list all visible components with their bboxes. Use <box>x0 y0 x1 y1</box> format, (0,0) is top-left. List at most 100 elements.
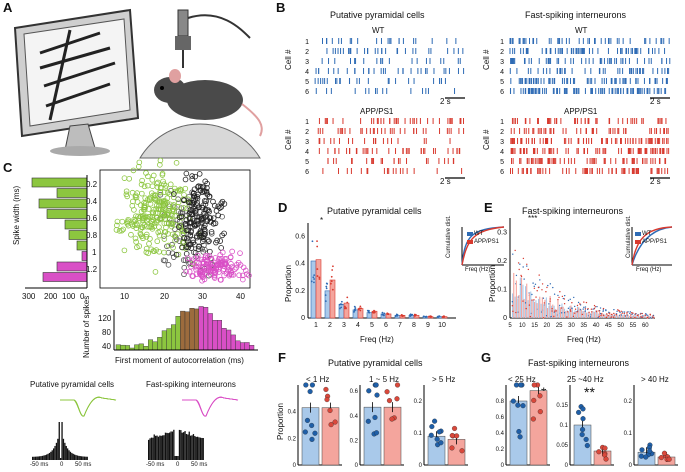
acg-interneuron-bar <box>176 456 178 460</box>
acg-right-tick-50: 50 ms <box>191 462 208 468</box>
scatter-point-black <box>192 210 199 217</box>
freq-dist-right-bar-wt <box>530 291 532 318</box>
freq-dist-left-point <box>346 301 349 304</box>
freq-dist-right-bar-wt <box>535 300 537 318</box>
freq-dist-right-point <box>591 311 593 313</box>
freq-dist-right-bar-wt <box>644 315 646 318</box>
freq-dist-right-bar-app <box>534 301 536 318</box>
freq-dist-right-bar-wt <box>551 305 553 318</box>
scatter-point-pyramidal <box>144 217 150 224</box>
freq-dist-right-point <box>602 307 605 310</box>
freq-dist-right-bar-app <box>588 312 590 318</box>
freq-dist-left-point <box>310 280 313 283</box>
scatter-point-pyramidal <box>162 198 168 204</box>
freq-dist-right-point <box>579 303 581 305</box>
freq-dist-right-point <box>542 297 545 299</box>
scatter-point-pyramidal <box>131 216 137 223</box>
freq-dist-right-bar-app <box>580 309 582 318</box>
freq-dist-right-point <box>622 311 624 313</box>
freq-dist-right-point <box>563 298 566 300</box>
freq-dist-right-bar-app <box>526 283 528 318</box>
group-g2-ytick: 0.15 <box>556 403 568 409</box>
acg-interneuron-bar <box>178 429 181 460</box>
freq-dist-right-point <box>581 313 584 316</box>
group-g2-ytick: 0.05 <box>556 443 568 449</box>
freq-dist-left-point <box>332 265 334 268</box>
freq-dist-right-point <box>618 310 621 312</box>
freq-dist-right-point <box>600 314 602 317</box>
scatter-point-pyramidal <box>141 204 147 210</box>
scatter-ytick-0-6: 0.6 <box>86 214 98 223</box>
scatter-point-interneuron <box>189 273 196 279</box>
scatter-point-black <box>214 237 220 244</box>
freq-dist-right-point <box>613 312 615 315</box>
scatter-point-interneuron <box>198 266 204 273</box>
scatter-point-pyramidal <box>159 172 166 178</box>
scatter-point-black <box>215 212 222 219</box>
freq-dist-right-point <box>541 283 544 285</box>
raster-left-app-row-label-1: 1 <box>305 119 309 126</box>
freq-dist-right-point <box>529 315 532 318</box>
group-g2-ytick: 0.1 <box>560 423 569 429</box>
scatter-point-black <box>170 191 177 197</box>
acg-pyramidal-bar <box>74 454 76 460</box>
freq-dist-left-ytick: 0.6 <box>295 234 305 241</box>
freq-dist-left-ytick: 0.2 <box>295 288 305 295</box>
freq-dist-right-bar-app <box>567 311 569 318</box>
acg-interneuron-bar <box>148 439 150 460</box>
scatter-point-pyramidal <box>155 179 161 186</box>
scatter-point-pyramidal <box>121 247 128 254</box>
acg-pyramidal-bar <box>50 451 52 460</box>
scatter-point-black <box>211 202 218 209</box>
freq-dist-right-bar-wt <box>517 298 519 318</box>
acg-interneuron-bar <box>195 436 197 460</box>
acg-interneuron-bar <box>184 431 186 460</box>
freq-dist-right-point <box>538 274 540 276</box>
scatter-point-black <box>204 207 210 213</box>
freq-dist-right-point <box>574 305 576 308</box>
freq-dist-right-bar-wt <box>584 307 586 318</box>
group-f1-ytick: 0.2 <box>288 436 297 442</box>
scatter-point-black <box>191 199 197 205</box>
scatter-point-interneuron <box>233 265 239 271</box>
freq-dist-left-xtick: 8 <box>412 322 416 329</box>
acg-interneuron-bar <box>153 434 155 460</box>
freq-dist-right-point <box>522 300 524 302</box>
scatter-point-interneuron <box>227 254 234 260</box>
raster-right-wt-row-label-6: 6 <box>500 89 504 96</box>
freq-dist-right-point <box>634 316 636 319</box>
freq-dist-right-xtick: 50 <box>617 323 624 329</box>
freq-dist-right-point <box>582 308 584 310</box>
scatter-point-black <box>192 173 198 180</box>
freq-dist-right-point <box>547 284 549 287</box>
acg-interneuron-bar <box>190 435 192 460</box>
freq-dist-right-bar-app <box>625 315 627 318</box>
freq-dist-right-point <box>566 316 568 318</box>
freq-dist-right-bar-wt <box>558 306 560 318</box>
freq-dist-right-point <box>597 316 599 319</box>
freq-dist-left-point <box>330 280 333 283</box>
scatter-point-pyramidal <box>166 201 173 208</box>
group-f3-ytick: 0.1 <box>414 431 423 437</box>
freq-dist-right-bar-app <box>601 312 603 318</box>
scatter-point-interneuron <box>246 272 252 279</box>
freq-dist-right-point <box>543 302 546 304</box>
freq-dist-right-point <box>526 265 528 267</box>
scatter-point-pyramidal <box>155 210 161 216</box>
freq-dist-right-bar-wt <box>629 315 631 318</box>
scatter-point-black <box>193 217 200 224</box>
freq-dist-right-point <box>560 312 563 314</box>
freq-dist-right-bar-app <box>653 316 655 318</box>
freq-dist-right-point <box>645 314 648 316</box>
scatter-point-gray <box>160 257 167 264</box>
freq-dist-left-point <box>343 307 346 310</box>
scatter-point-black <box>182 176 189 183</box>
freq-dist-right-bar-wt <box>631 316 633 318</box>
freq-dist-right-title: Fast-spiking interneurons <box>522 206 624 216</box>
freq-dist-left-point <box>382 314 385 317</box>
scatter-frame <box>99 169 251 289</box>
freq-dist-right-bar-app <box>547 308 549 318</box>
scatter-point-black <box>197 187 204 194</box>
acg-interneuron-bar <box>162 435 164 460</box>
freq-dist-right-point <box>631 312 633 314</box>
